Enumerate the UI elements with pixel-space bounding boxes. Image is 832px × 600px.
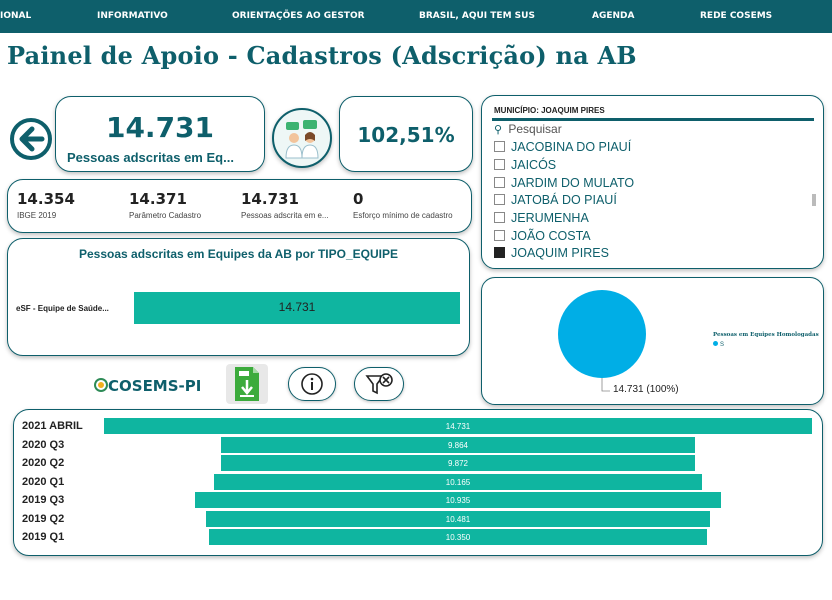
adscritas-card: 14.731 Pessoas adscritas em Eq... [55,96,265,172]
periodo-bar[interactable] [206,510,710,527]
search-input[interactable]: Pesquisar [508,122,562,136]
kpi-esforco-value: 0 [353,190,364,208]
pie-data-label: 14.731 (100%) [613,384,679,395]
slicer-header: MUNICÍPIO: JOAQUIM PIRES [494,106,605,115]
checkbox[interactable] [494,212,505,223]
nav-item-rede-cosems[interactable]: REDE COSEMS [700,11,773,21]
municipio-slicer [481,95,824,269]
adscritas-label: Pessoas adscritas em Eq... [67,150,234,165]
tipo-equipe-chart-title: Pessoas adscritas em Equipes da AB por T… [78,247,398,261]
page-title: Painel de Apoio - Cadastros (Adscrição) … [7,41,637,70]
periodo-bar-value: 10.350 [445,533,471,542]
checkbox[interactable] [494,230,505,241]
tipo-equipe-chart: Pessoas adscritas em Equipes da AB por T… [7,238,470,356]
slicer-item-label: JERUMENHA [511,211,589,225]
periodo-bar-value: 9.864 [447,440,468,450]
tipo-equipe-bar-value: 14.731 [278,300,316,314]
periodo-bar[interactable] [220,455,696,471]
periodo-category-label: 2021 ABRIL [22,420,83,432]
nav-item-institucional[interactable]: IONAL [0,11,32,21]
periodo-bar[interactable] [104,418,812,434]
checkbox[interactable] [494,159,505,170]
cosems-logo-mark-icon [94,378,108,392]
legend-label: S [720,342,725,348]
kpi-parametro-label: Parâmetro Cadastro [129,211,202,220]
checkbox[interactable] [494,141,505,152]
percent-value: 102,51% [357,123,455,147]
kpi-adscrita-label: Pessoas adscrita em e... [241,211,329,220]
periodo-category-label: 2020 Q1 [22,475,65,488]
adscritas-value: 14.731 [105,111,215,144]
periodo-bar[interactable] [220,436,696,453]
search-icon: ⚲ [494,124,503,136]
checkbox[interactable] [494,194,505,205]
kpi-parametro-value: 14.371 [129,190,187,208]
pie-legend-item[interactable]: S [713,341,724,348]
slicer-search[interactable]: ⚲ Pesquisar [494,122,562,136]
periodo-bar[interactable] [209,529,707,545]
slicer-item-label: JAICÓS [511,158,557,172]
slicer-item-label: JATOBÁ DO PIAUÍ [511,193,617,207]
periodo-category-label: 2019 Q1 [22,531,65,543]
slicer-item-label: JOAQUIM PIRES [511,246,609,260]
slicer-item[interactable]: JERUMENHA [494,211,589,228]
checkbox[interactable] [494,177,505,188]
periodo-bar-value: 10.935 [445,496,471,505]
legend-dot-icon [713,341,718,346]
periodo-bar-value: 10.481 [445,514,471,524]
checkbox-checked[interactable] [494,247,505,258]
kpi-ibge-value: 14.354 [17,190,75,208]
slicer-item-selected[interactable]: JOAQUIM PIRES [494,246,609,263]
slicer-item[interactable]: JARDIM DO MULATO [494,176,634,193]
slicer-scrollbar[interactable] [812,194,816,206]
clear-filters-button[interactable] [354,367,404,401]
nav-item-brasil-sus[interactable]: BRASIL, AQUI TEM SUS [419,11,535,21]
periodo-category-label: 2020 Q2 [22,457,65,469]
slicer-item[interactable]: JAICÓS [494,158,556,175]
doctors-icon [272,108,332,168]
nav-item-informativo[interactable]: INFORMATIVO [97,11,168,21]
back-button[interactable] [10,118,52,160]
periodo-category-label: 2019 Q2 [22,512,65,525]
slicer-header-divider [492,118,814,121]
periodo-category-label: 2019 Q3 [22,494,65,506]
kpi-strip: 14.354 IBGE 2019 14.371 Parâmetro Cadast… [7,179,472,233]
pie-legend-title: Pessoas em Equipes Homologadas [713,332,819,338]
periodo-bar[interactable] [213,473,703,490]
info-button[interactable] [288,367,336,401]
nav-item-agenda[interactable]: AGENDA [592,11,635,21]
periodo-bar-value: 9.872 [447,459,468,468]
export-excel-button[interactable] [226,364,268,404]
filter-clear-icon [365,373,393,395]
percent-card: 102,51% [339,96,473,172]
slicer-item[interactable]: JATOBÁ DO PIAUÍ [494,193,617,210]
pie-chart-card: 14.731 (100%) Pessoas em Equipes Homolog… [481,277,824,405]
kpi-esforco-label: Esforço mínimo de cadastro [353,211,453,220]
pie-leader-line [601,378,610,392]
kpi-ibge-label: IBGE 2019 [17,211,57,220]
pie-chart [558,290,646,392]
arrow-left-icon [19,126,45,152]
periodo-bar-value: 14.731 [445,422,471,431]
pie-slice-s[interactable] [558,290,646,378]
excel-download-icon [235,367,259,401]
periodo-bar[interactable] [195,492,721,508]
slicer-item[interactable]: JOÃO COSTA [494,229,591,246]
slicer-item-label: JOÃO COSTA [511,229,591,243]
periodo-bar-value: 10.165 [445,477,471,487]
nav-item-orientacoes[interactable]: ORIENTAÇÕES AO GESTOR [232,11,365,21]
kpi-adscrita-value: 14.731 [241,190,299,208]
tipo-equipe-category-label: eSF - Equipe de Saúde... [16,304,109,313]
tipo-equipe-bar[interactable] [134,292,460,324]
slicer-item-label: JARDIM DO MULATO [511,176,635,190]
cosems-logo-text: COSEMS-PI [108,377,202,395]
slicer-item-label: JACOBINA DO PIAUÍ [511,140,632,154]
slicer-item[interactable]: JACOBINA DO PIAUÍ [494,140,631,157]
periodo-category-label: 2020 Q3 [22,438,65,451]
info-icon [301,373,323,395]
top-nav: IONAL INFORMATIVO ORIENTAÇÕES AO GESTOR … [0,0,832,33]
